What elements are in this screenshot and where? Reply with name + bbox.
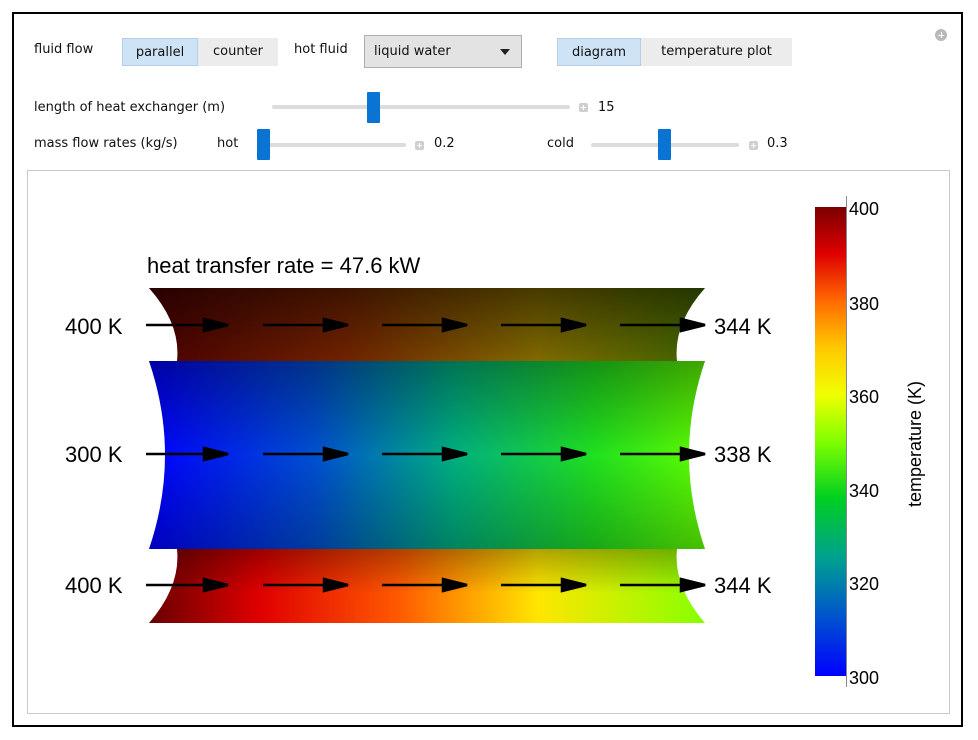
mass-flow-label: mass flow rates (kg/s) bbox=[34, 136, 178, 151]
diagram-svg: heat transfer rate = 47.6 kW bbox=[65, 196, 925, 688]
colorbar-tick-340: 340 bbox=[849, 481, 879, 501]
middle-outlet-temp: 338 K bbox=[714, 442, 772, 467]
colorbar-tick-300: 300 bbox=[849, 668, 879, 688]
middle-inlet-temp: 300 K bbox=[65, 442, 123, 467]
top-flow-arrows bbox=[146, 317, 706, 333]
flow-parallel-button[interactable]: parallel bbox=[122, 38, 198, 66]
hot-slider-track[interactable] bbox=[258, 143, 406, 147]
hot-fluid-value: liquid water bbox=[374, 44, 451, 59]
length-value: 15 bbox=[598, 100, 615, 115]
middle-flow-arrows bbox=[146, 446, 706, 462]
hot-fluid-select[interactable]: liquid water bbox=[364, 35, 522, 68]
length-slider-thumb[interactable] bbox=[367, 92, 380, 123]
colorbar-tick-320: 320 bbox=[849, 574, 879, 594]
top-inlet-temp: 400 K bbox=[65, 314, 123, 339]
hot-flow-value: 0.2 bbox=[434, 136, 455, 151]
fluid-flow-label: fluid flow bbox=[34, 42, 94, 57]
hot-fluid-label: hot fluid bbox=[294, 42, 348, 57]
cold-expand-icon[interactable] bbox=[749, 141, 758, 150]
colorbar bbox=[815, 207, 846, 676]
chevron-down-icon bbox=[500, 49, 510, 55]
hot-expand-icon[interactable] bbox=[415, 141, 424, 150]
top-outlet-temp: 344 K bbox=[714, 314, 772, 339]
bottom-inlet-temp: 400 K bbox=[65, 573, 123, 598]
length-label: length of heat exchanger (m) bbox=[34, 100, 226, 115]
cold-flow-label: cold bbox=[547, 136, 574, 151]
colorbar-label: temperature (K) bbox=[905, 381, 925, 507]
colorbar-tick-380: 380 bbox=[849, 294, 879, 314]
hot-flow-label: hot bbox=[217, 136, 239, 151]
colorbar-tick-360: 360 bbox=[849, 387, 879, 407]
length-slider-track[interactable] bbox=[272, 105, 570, 109]
bottom-flow-arrows bbox=[146, 577, 706, 593]
length-expand-icon[interactable] bbox=[579, 103, 588, 112]
hot-slider-thumb[interactable] bbox=[257, 129, 270, 160]
colorbar-tick-400: 400 bbox=[849, 199, 879, 219]
flow-counter-button[interactable]: counter bbox=[198, 38, 278, 66]
bottom-outlet-temp: 344 K bbox=[714, 573, 772, 598]
cold-flow-value: 0.3 bbox=[767, 136, 788, 151]
heat-transfer-title: heat transfer rate = 47.6 kW bbox=[147, 253, 421, 278]
diagram-panel: heat transfer rate = 47.6 kW bbox=[27, 170, 950, 714]
expand-icon[interactable] bbox=[935, 29, 947, 41]
view-diagram-button[interactable]: diagram bbox=[557, 38, 641, 66]
cold-slider-thumb[interactable] bbox=[658, 129, 671, 160]
view-temperature-plot-button[interactable]: temperature plot bbox=[641, 38, 792, 66]
